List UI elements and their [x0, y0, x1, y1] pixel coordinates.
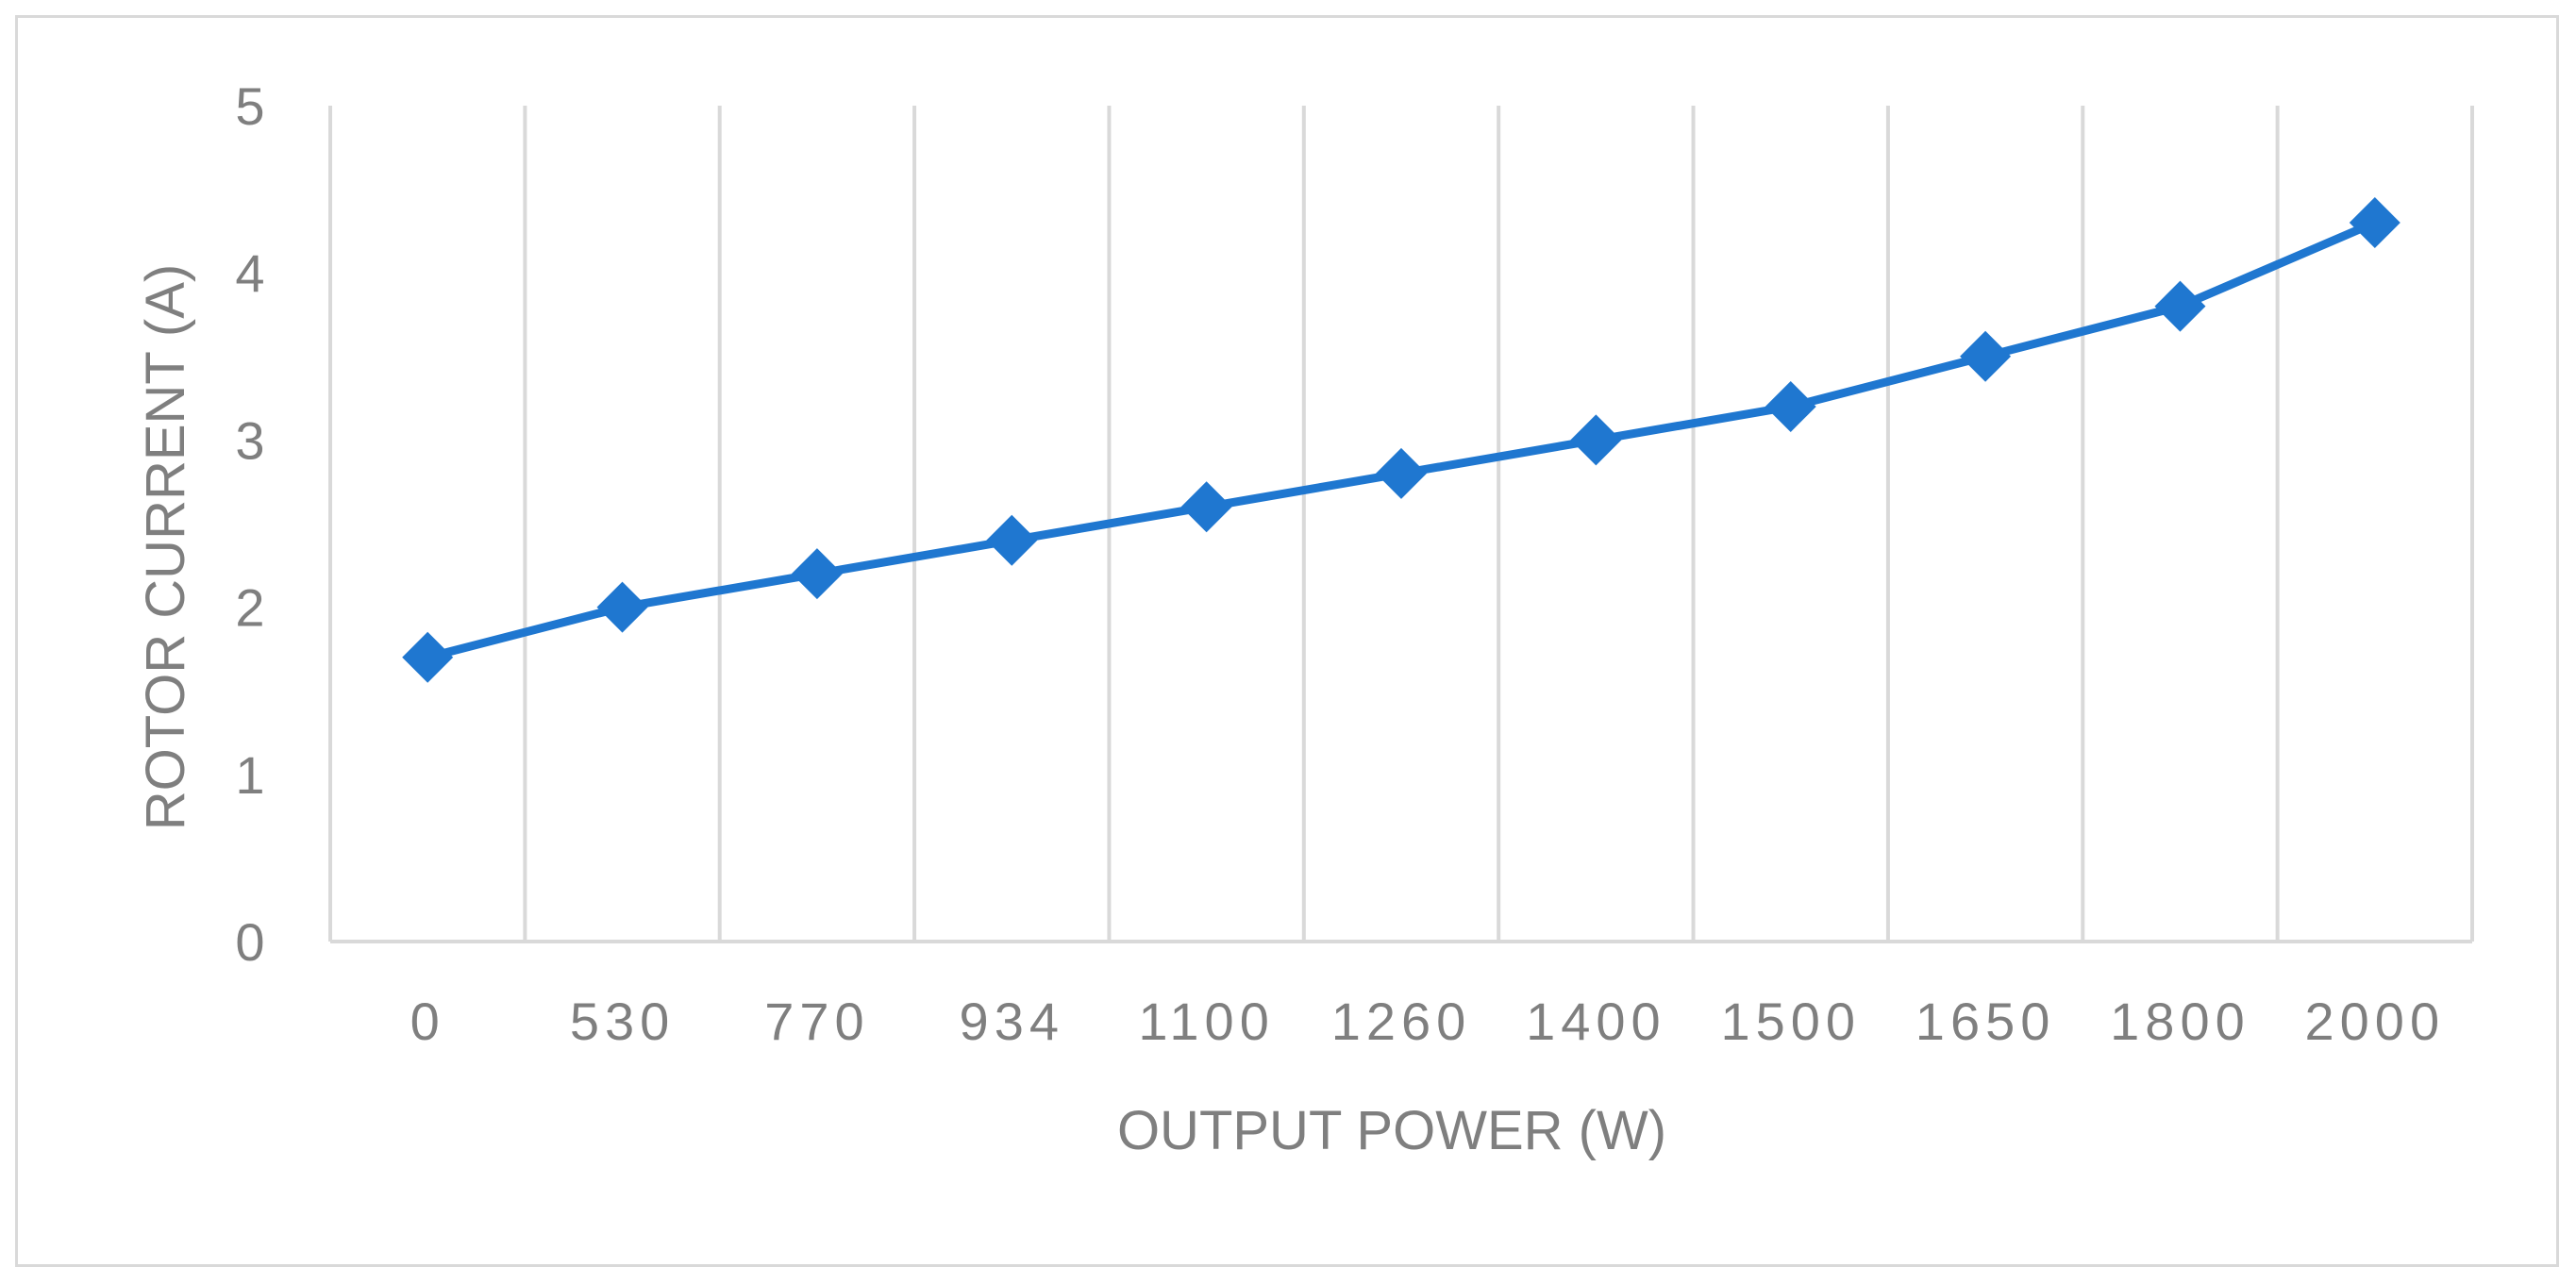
y-tick-label: 5 — [235, 76, 264, 136]
data-point-marker — [1765, 381, 1816, 432]
x-tick-label: 1800 — [2110, 992, 2250, 1051]
markers — [402, 197, 2400, 683]
data-point-marker — [2154, 281, 2205, 332]
data-point-marker — [1570, 414, 1621, 465]
x-tick-label: 0 — [410, 992, 445, 1051]
y-tick-label: 0 — [235, 912, 264, 972]
data-point-marker — [1181, 481, 1232, 532]
y-tick-labels: 0 1 2 3 4 5 — [235, 76, 264, 972]
x-tick-labels: 0 530 770 934 1100 1260 1400 1500 1650 1800 2000 — [410, 992, 2446, 1051]
x-tick-label: 530 — [570, 992, 675, 1051]
x-tick-label: 934 — [960, 992, 1064, 1051]
data-point-marker — [597, 582, 648, 633]
y-tick-label: 3 — [235, 410, 264, 470]
grid-lines — [330, 106, 2472, 942]
x-tick-label: 1260 — [1331, 992, 1472, 1051]
y-tick-label: 4 — [235, 243, 264, 303]
data-point-marker — [2350, 197, 2400, 248]
data-point-marker — [402, 632, 453, 683]
data-point-marker — [1376, 448, 1427, 499]
x-axis-title: OUTPUT POWER (W) — [1117, 1100, 1666, 1161]
y-tick-label: 1 — [235, 745, 264, 805]
x-tick-label: 1400 — [1526, 992, 1666, 1051]
y-tick-label: 2 — [235, 578, 264, 638]
x-tick-label: 1650 — [1915, 992, 2056, 1051]
y-axis-title: ROTOR CURRENT (A) — [135, 264, 196, 830]
x-tick-label: 1500 — [1720, 992, 1861, 1051]
x-tick-label: 2000 — [2305, 992, 2446, 1051]
x-tick-label: 770 — [764, 992, 869, 1051]
data-point-marker — [986, 515, 1037, 566]
data-point-marker — [792, 548, 843, 599]
data-point-marker — [1960, 331, 2011, 382]
x-tick-label: 1100 — [1138, 992, 1274, 1051]
